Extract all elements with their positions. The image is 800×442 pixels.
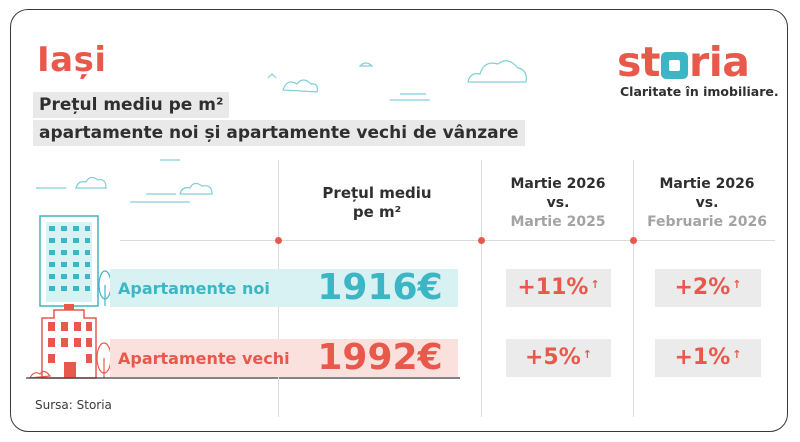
change-yoy-old: +5% ↑ — [506, 339, 611, 377]
cloud-icon — [36, 159, 213, 203]
row-label-old: Apartamente vechi — [118, 349, 290, 368]
divider-dot — [630, 237, 637, 244]
column-divider — [481, 160, 482, 417]
building-new-icon — [39, 215, 112, 307]
change-yoy-new: +11% ↑ — [506, 269, 611, 307]
column-divider — [633, 160, 634, 417]
row-label-new: Apartamente noi — [118, 279, 270, 298]
column-header-price: Prețul mediu pe m² — [322, 184, 432, 221]
storia-logo: st ria — [617, 38, 750, 86]
chart-title-line2: apartamente noi și apartamente vechi de … — [33, 120, 525, 146]
brand-tagline: Claritate în imobiliare. — [620, 84, 779, 99]
divider-dot — [478, 237, 485, 244]
row-band-new — [110, 269, 458, 307]
change-mom-old: +1% ↑ — [655, 339, 761, 377]
logo-square-icon — [661, 52, 689, 79]
price-value-new: 1916€ — [317, 267, 443, 308]
building-old-icon — [28, 304, 112, 379]
arrow-up-icon: ↑ — [590, 278, 600, 291]
column-header-mom: Martie 2026 vs. Februarie 2026 — [647, 176, 767, 230]
arrow-up-icon: ↑ — [582, 348, 592, 361]
row-band-old — [110, 339, 458, 377]
price-value-old: 1992€ — [317, 337, 443, 378]
city-title: Iași — [37, 40, 107, 80]
divider-dot — [275, 237, 282, 244]
chart-title-line1: Prețul mediu pe m² — [33, 92, 230, 118]
arrow-up-icon: ↑ — [732, 278, 742, 291]
source-note: Sursa: Storia — [35, 398, 112, 412]
header-divider — [120, 240, 775, 241]
column-header-yoy: Martie 2026 vs. Martie 2025 — [510, 176, 606, 230]
cloud-icon — [267, 60, 527, 101]
arrow-up-icon: ↑ — [732, 348, 742, 361]
change-mom-new: +2% ↑ — [655, 269, 761, 307]
